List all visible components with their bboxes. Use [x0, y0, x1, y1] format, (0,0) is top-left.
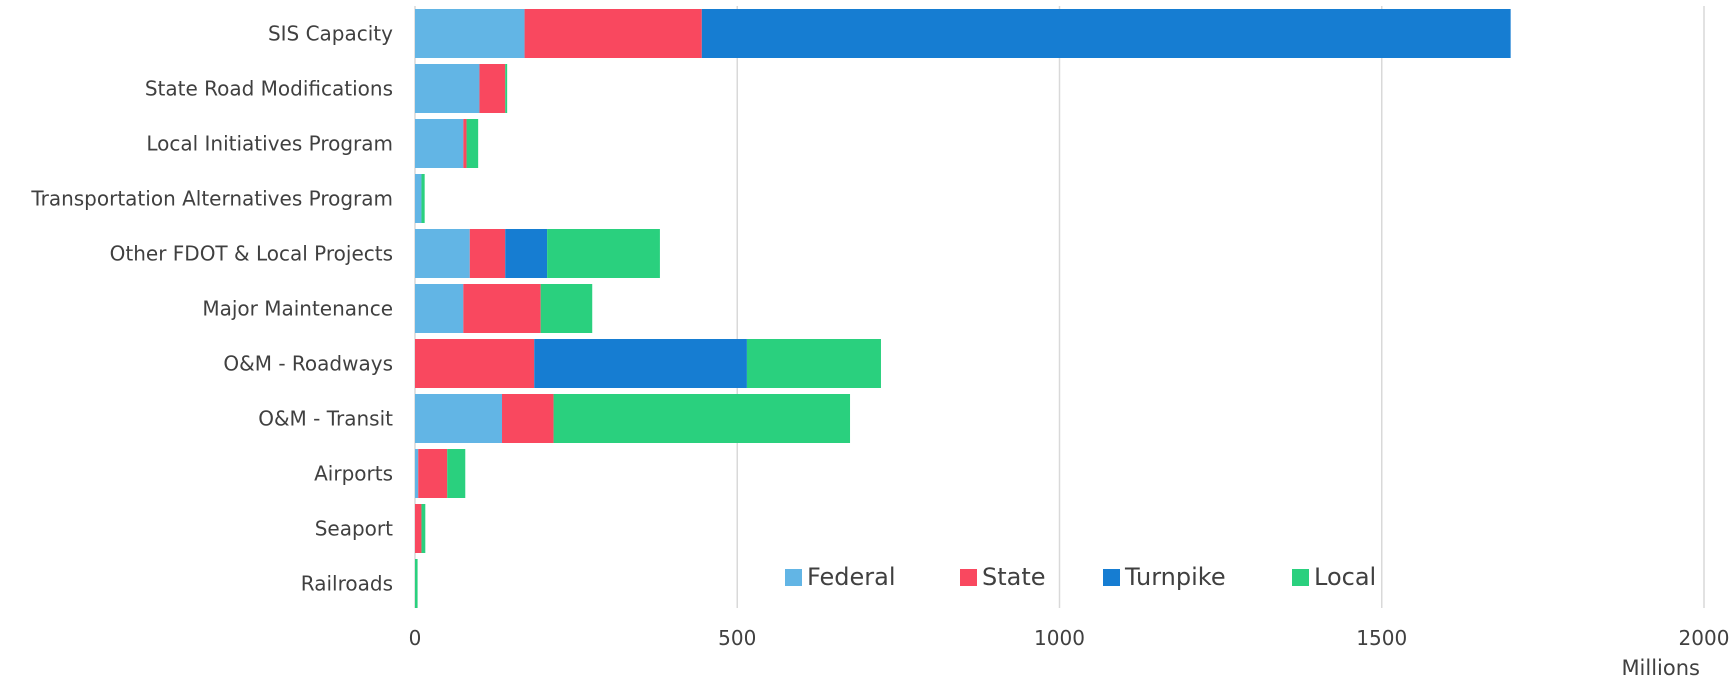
bar-segment-local [540, 284, 593, 333]
bar-segment-turnpike [701, 9, 1511, 58]
x-tick-label: 500 [718, 626, 756, 650]
bar-segment-turnpike [505, 229, 548, 278]
bar-segment-federal [415, 64, 480, 113]
category-label: State Road Modifications [145, 77, 393, 101]
legend-swatch-federal [785, 569, 802, 586]
legend: Federal State Turnpike Local [785, 563, 1376, 591]
bar-segment-local [547, 229, 660, 278]
category-labels: SIS Capacity State Road Modifications Loca… [30, 22, 393, 596]
bar-segment-local [421, 174, 425, 223]
bar-segment-federal [415, 229, 470, 278]
legend-swatch-state [960, 569, 977, 586]
legend-label: Local [1314, 563, 1376, 591]
bar-segment-state [524, 9, 702, 58]
bar-segment-state [463, 119, 467, 168]
bar-segment-state [415, 504, 422, 553]
x-tick-labels: 0 500 1000 1500 2000 [409, 626, 1730, 650]
bar-segment-federal [415, 394, 503, 443]
category-label: SIS Capacity [268, 22, 393, 46]
bar-segment-federal [415, 449, 419, 498]
category-label: Local Initiatives Program [146, 132, 393, 156]
category-label: O&M - Roadways [223, 352, 393, 376]
bar-segment-local [553, 394, 851, 443]
bar-segment-state [479, 64, 506, 113]
bar-segment-local [505, 64, 508, 113]
x-tick-label: 1000 [1034, 626, 1085, 650]
gridlines [414, 6, 1705, 608]
legend-swatch-turnpike [1103, 569, 1120, 586]
bar-segment-federal [415, 284, 464, 333]
legend-swatch-local [1292, 569, 1309, 586]
legend-label: Turnpike [1124, 563, 1226, 591]
bar-segment-local [447, 449, 466, 498]
bar-segment-state [415, 339, 535, 388]
bar-segment-state [418, 449, 448, 498]
x-tick-label: 0 [409, 626, 422, 650]
x-tick-label: 2000 [1679, 626, 1730, 650]
bar-segment-federal [415, 9, 525, 58]
bar-segment-local [746, 339, 881, 388]
category-label: Seaport [315, 517, 393, 541]
category-label: O&M - Transit [258, 407, 393, 431]
category-label: Other FDOT & Local Projects [110, 242, 393, 266]
category-label: Major Maintenance [202, 297, 393, 321]
bars [415, 9, 1511, 608]
bar-segment-local [415, 559, 418, 608]
x-axis-title: Millions [1621, 656, 1700, 680]
category-label: Transportation Alternatives Program [30, 187, 393, 211]
category-label: Railroads [301, 572, 393, 596]
bar-segment-federal [415, 119, 464, 168]
bar-segment-federal [415, 174, 422, 223]
bar-segment-local [466, 119, 479, 168]
bar-segment-state [469, 229, 506, 278]
legend-label: State [982, 563, 1046, 591]
x-tick-label: 1500 [1356, 626, 1407, 650]
bar-segment-turnpike [534, 339, 747, 388]
bar-segment-local [421, 504, 426, 553]
bar-segment-state [502, 394, 554, 443]
bar-segment-state [463, 284, 541, 333]
legend-label: Federal [807, 563, 896, 591]
category-label: Airports [314, 462, 393, 486]
